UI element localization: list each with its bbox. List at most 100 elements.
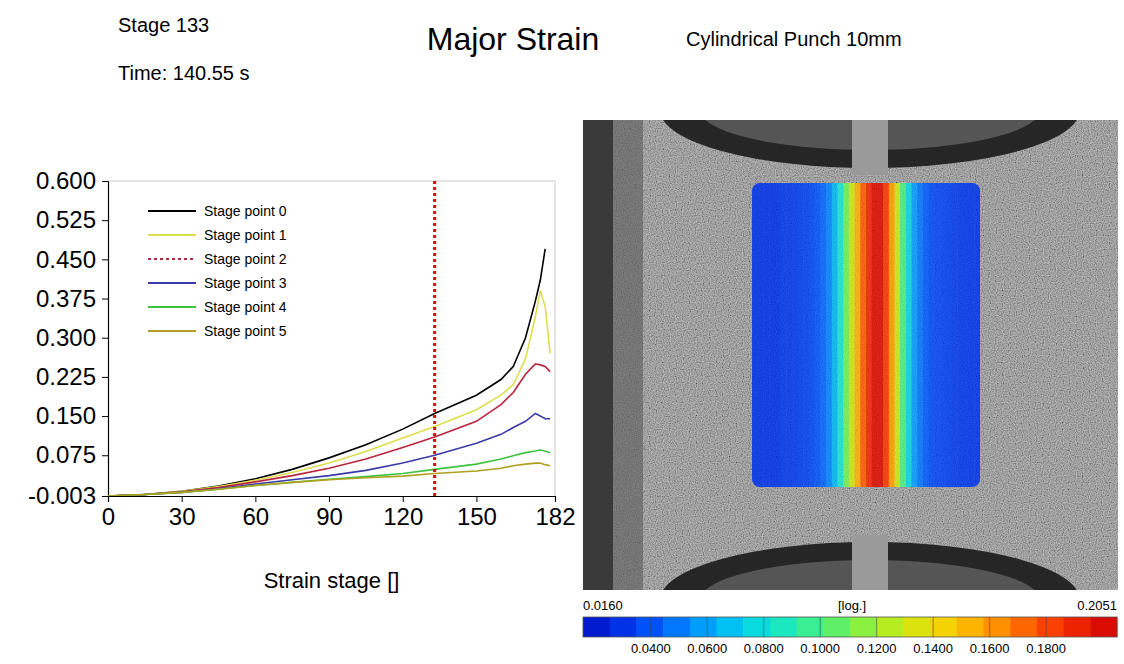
legend-item: Stage point 5 xyxy=(148,323,287,339)
legend: Stage point 0Stage point 1Stage point 2S… xyxy=(148,203,287,339)
colorbar-tick xyxy=(876,617,877,637)
x-tick: 90 xyxy=(316,496,343,530)
y-tick: 0.225 xyxy=(36,363,108,390)
photo-punch xyxy=(852,120,888,175)
plot-frame-top xyxy=(108,181,555,182)
series-line xyxy=(108,291,550,496)
x-tick: 120 xyxy=(383,496,423,530)
legend-label: Stage point 2 xyxy=(204,251,287,267)
y-tick-label: 0.375 xyxy=(36,285,96,312)
legend-swatch xyxy=(148,210,196,212)
title: Major Strain xyxy=(427,21,600,57)
colorbar-tick xyxy=(650,617,651,637)
legend-label: Stage point 3 xyxy=(204,275,287,291)
time-label: Time: 140.55 s xyxy=(118,62,250,84)
x-tick: 182 xyxy=(535,496,575,530)
legend-swatch xyxy=(148,282,196,284)
current-stage-marker xyxy=(433,181,436,496)
colorbar-tick-label: 0.1800 xyxy=(1026,641,1066,656)
colorbar-cell xyxy=(583,617,610,637)
legend-swatch xyxy=(148,330,196,332)
y-tick-mark xyxy=(102,181,108,182)
colorbar-cell xyxy=(690,617,717,637)
y-tick-label: 0.225 xyxy=(36,363,96,390)
colorbar-cell xyxy=(610,617,637,637)
y-axis-line xyxy=(102,182,109,497)
x-tick-mark xyxy=(403,496,404,502)
y-tick-label: 0.300 xyxy=(36,324,96,351)
legend-swatch xyxy=(148,306,196,308)
photo-left-edge xyxy=(583,120,613,590)
line-chart: -0.0030.0750.1500.2250.3000.3750.4500.52… xyxy=(28,167,576,593)
legend-swatch xyxy=(148,234,196,236)
x-tick-label: 0 xyxy=(102,503,115,530)
x-tick: 0 xyxy=(102,496,115,530)
legend-label: Stage point 0 xyxy=(204,203,287,219)
subtitle: Cylindrical Punch 10mm xyxy=(686,28,902,50)
colorbar-min-label: 0.0160 xyxy=(583,598,623,613)
x-tick-label: 150 xyxy=(457,503,497,530)
field-speckle xyxy=(752,183,980,487)
x-tick: 30 xyxy=(169,496,196,530)
x-tick-mark xyxy=(555,496,556,502)
x-axis-title: Strain stage [] xyxy=(264,568,400,593)
colorbar-cell xyxy=(663,617,690,637)
series-line xyxy=(108,249,545,496)
colorbar-cell xyxy=(717,617,744,637)
colorbar-cell xyxy=(903,617,930,637)
series-line xyxy=(108,364,550,496)
x-tick-label: 120 xyxy=(383,503,423,530)
colorbar-tick xyxy=(989,617,990,637)
plot-background xyxy=(108,181,555,496)
y-tick-mark xyxy=(102,416,108,417)
colorbar-tick-label: 0.1600 xyxy=(970,641,1010,656)
series-line xyxy=(108,413,550,496)
series-line xyxy=(108,450,550,496)
colorbar-tick xyxy=(820,617,821,637)
y-tick-mark xyxy=(102,377,108,378)
legend-label: Stage point 4 xyxy=(204,299,287,315)
colorbar-tick xyxy=(763,617,764,637)
colorbar-cell xyxy=(984,617,1011,637)
x-tick-mark xyxy=(329,496,330,502)
colorbar-tick-label: 0.0600 xyxy=(687,641,727,656)
y-tick: 0.300 xyxy=(36,324,108,351)
colorbar-cell xyxy=(1010,617,1037,637)
x-tick-mark xyxy=(108,496,109,502)
colorbar-frame xyxy=(583,617,1117,637)
colorbar-tick-label: 0.0800 xyxy=(744,641,784,656)
x-tick-label: 90 xyxy=(316,503,343,530)
colorbar-tick-label: 0.0400 xyxy=(631,641,671,656)
colorbar-cell xyxy=(1037,617,1064,637)
colorbar-tick-label: 0.1200 xyxy=(857,641,897,656)
legend-label: Stage point 5 xyxy=(204,323,287,339)
colorbar-cell xyxy=(797,617,824,637)
legend-item: Stage point 0 xyxy=(148,203,287,219)
x-tick-label: 60 xyxy=(243,503,270,530)
photo-speckle xyxy=(583,120,1118,590)
x-tick: 60 xyxy=(243,496,270,530)
colorbar-cell xyxy=(850,617,877,637)
y-tick-mark xyxy=(102,259,108,260)
y-tick-label: 0.150 xyxy=(36,402,96,429)
x-tick: 150 xyxy=(457,496,497,530)
series-group xyxy=(108,181,550,496)
x-axis-line xyxy=(109,497,556,503)
y-tick-label: 0.075 xyxy=(36,441,96,468)
y-tick: -0.003 xyxy=(28,482,108,509)
y-tick-label: 0.600 xyxy=(36,167,96,194)
colorbar-label: [log.] xyxy=(838,598,866,613)
plot-frame-right xyxy=(555,181,556,496)
colorbar-cell xyxy=(743,617,770,637)
y-tick-label: 0.525 xyxy=(36,206,96,233)
stage-label: Stage 133 xyxy=(118,14,209,36)
colorbar-cell xyxy=(877,617,904,637)
specimen-photo xyxy=(583,120,1118,590)
colorbar-max-label: 0.2051 xyxy=(1077,598,1117,613)
photo-left-shade xyxy=(613,120,643,590)
y-tick-mark xyxy=(102,338,108,339)
y-tick-mark xyxy=(102,455,108,456)
legend-item: Stage point 2 xyxy=(148,251,287,267)
x-tick-label: 30 xyxy=(169,503,196,530)
colorbar-cell xyxy=(1064,617,1091,637)
